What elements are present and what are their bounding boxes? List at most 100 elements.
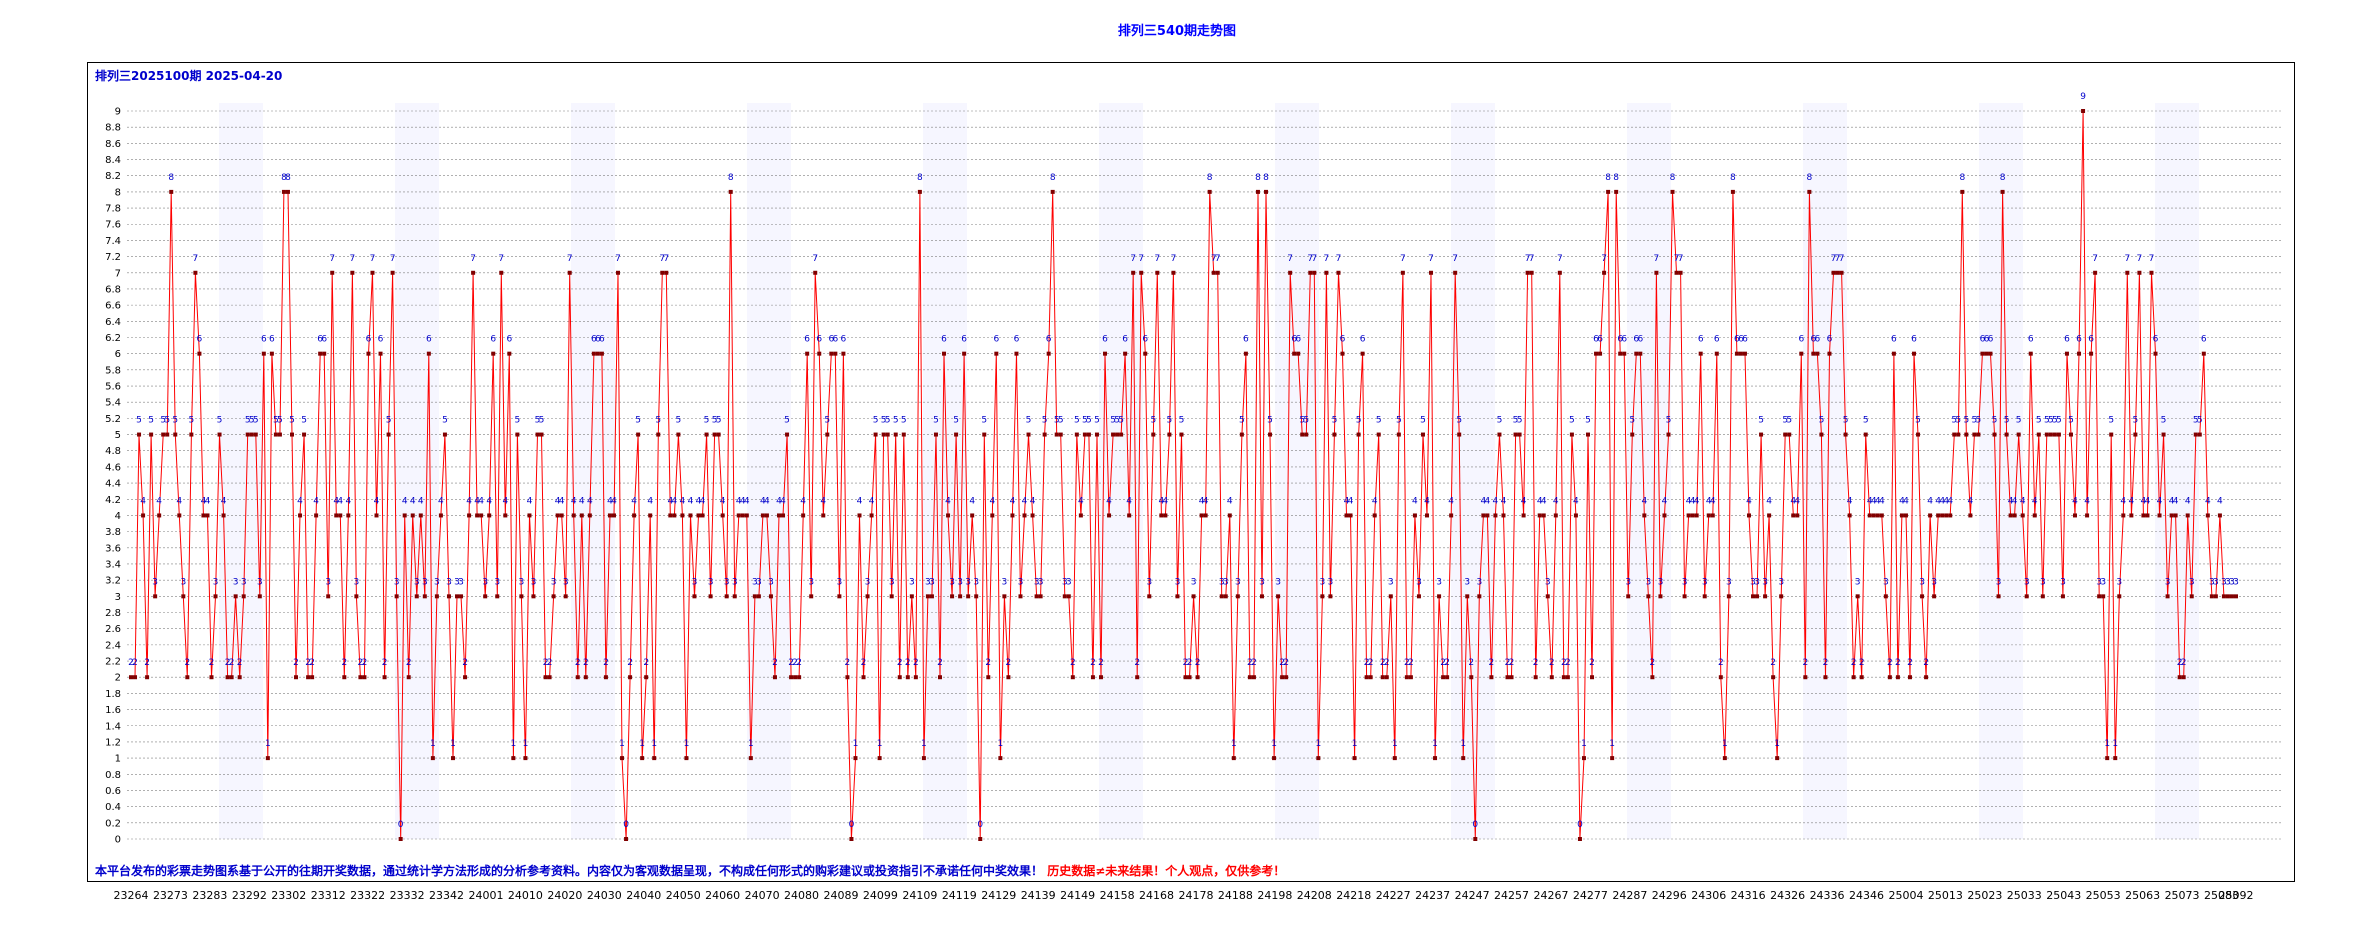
- data-label: 4: [2084, 496, 2090, 506]
- data-label: 4: [1790, 496, 1796, 506]
- data-label: 1: [1460, 739, 1466, 749]
- data-point: [1871, 513, 1876, 518]
- data-label: 2: [341, 658, 347, 668]
- data-label: 3: [1931, 577, 1937, 587]
- data-point: [1940, 513, 1945, 518]
- data-point: [1907, 675, 1912, 680]
- data-label: 5: [289, 416, 295, 426]
- data-label: 7: [329, 254, 335, 264]
- data-label: 1: [921, 739, 927, 749]
- data-point: [1952, 432, 1957, 437]
- data-label: 7: [1138, 254, 1144, 264]
- data-label: 5: [515, 416, 521, 426]
- x-tick-label: 24336: [1810, 889, 1845, 902]
- data-point: [1899, 513, 1904, 518]
- data-point: [1404, 675, 1409, 680]
- data-point: [1312, 270, 1317, 275]
- data-point: [1831, 270, 1836, 275]
- data-point: [636, 432, 641, 437]
- data-label: 5: [676, 416, 682, 426]
- data-label: 5: [2193, 416, 2199, 426]
- data-point: [1783, 432, 1788, 437]
- data-label: 5: [1992, 416, 1998, 426]
- data-point: [2064, 351, 2069, 356]
- data-label: 3: [1855, 577, 1861, 587]
- data-point: [1231, 756, 1236, 761]
- data-point: [1755, 594, 1760, 599]
- data-label: 2: [184, 658, 190, 668]
- data-point: [261, 351, 266, 356]
- data-point: [833, 351, 838, 356]
- data-point: [1996, 594, 2001, 599]
- data-label: 8: [1050, 173, 1056, 183]
- data-point: [599, 351, 604, 356]
- data-label: 2: [144, 658, 150, 668]
- data-point: [2225, 594, 2230, 599]
- data-label: 3: [1223, 577, 1229, 587]
- data-label: 4: [337, 496, 343, 506]
- data-point: [579, 513, 584, 518]
- data-point: [1537, 513, 1542, 518]
- data-label: 4: [555, 496, 561, 506]
- data-label: 7: [370, 254, 376, 264]
- x-tick-label: 24080: [784, 889, 819, 902]
- x-tick-label: 24198: [1257, 889, 1292, 902]
- data-point: [1038, 594, 1043, 599]
- data-label: 7: [349, 254, 355, 264]
- data-label: 1: [748, 739, 754, 749]
- data-point: [1916, 432, 1921, 437]
- x-tick-label: 24020: [547, 889, 582, 902]
- data-point: [2169, 513, 2174, 518]
- data-label: 4: [1485, 496, 1491, 506]
- data-label: 4: [989, 496, 995, 506]
- data-label: 4: [2185, 496, 2191, 506]
- data-point: [1964, 432, 1969, 437]
- data-point: [2165, 594, 2170, 599]
- data-label: 4: [2205, 496, 2211, 506]
- data-point: [986, 675, 991, 680]
- data-point: [640, 756, 645, 761]
- data-label: 7: [1171, 254, 1177, 264]
- data-label: 5: [1267, 416, 1273, 426]
- data-label: 4: [486, 496, 492, 506]
- data-label: 4: [740, 496, 746, 506]
- data-point: [676, 432, 681, 437]
- data-label: 4: [1553, 496, 1559, 506]
- data-point: [897, 675, 902, 680]
- y-tick-label: 0.8: [105, 770, 121, 781]
- data-label: 5: [2036, 416, 2042, 426]
- data-label: 2: [1509, 658, 1515, 668]
- data-label: 2: [2177, 658, 2183, 668]
- data-label: 2: [229, 658, 235, 668]
- data-point: [543, 675, 548, 680]
- data-label: 2: [1134, 658, 1140, 668]
- data-point: [459, 594, 464, 599]
- y-tick-label: 4: [115, 511, 121, 522]
- data-label: 2: [2181, 658, 2187, 668]
- data-point: [2113, 756, 2118, 761]
- data-label: 2: [1187, 658, 1193, 668]
- data-label: 3: [1476, 577, 1482, 587]
- data-point: [1859, 675, 1864, 680]
- x-tick-label: 24227: [1376, 889, 1411, 902]
- data-point: [2189, 594, 2194, 599]
- data-label: 6: [426, 335, 432, 345]
- data-point: [559, 513, 564, 518]
- y-tick-label: 6.8: [105, 284, 121, 295]
- data-point: [1895, 675, 1900, 680]
- background-band: [1451, 103, 1495, 839]
- data-label: 5: [1951, 416, 1957, 426]
- data-point: [1147, 594, 1152, 599]
- data-point: [2073, 513, 2078, 518]
- data-label: 1: [684, 739, 690, 749]
- data-point: [495, 594, 500, 599]
- y-tick-label: 3: [115, 592, 121, 603]
- data-point: [298, 513, 303, 518]
- data-label: 4: [587, 496, 593, 506]
- data-point: [2028, 351, 2033, 356]
- data-label: 3: [1259, 577, 1265, 587]
- data-label: 3: [929, 577, 935, 587]
- data-point: [1706, 513, 1711, 518]
- data-label: 6: [1102, 335, 1108, 345]
- data-point: [318, 351, 323, 356]
